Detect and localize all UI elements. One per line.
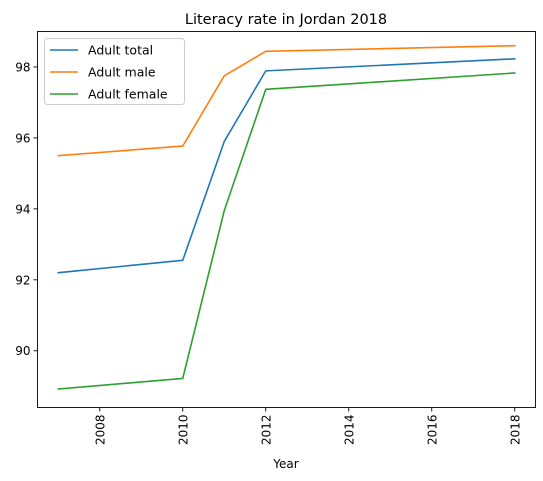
series-line-2 bbox=[57, 72, 516, 390]
x-tick-label: 2008 bbox=[93, 415, 107, 446]
series-line-1 bbox=[57, 44, 516, 157]
y-tick-label: 94 bbox=[15, 202, 30, 216]
series-line-0 bbox=[57, 57, 516, 274]
chart-title: Literacy rate in Jordan 2018 bbox=[185, 12, 387, 28]
legend-frame bbox=[44, 38, 185, 105]
y-axis: 90 92 94 96 98 bbox=[15, 60, 38, 358]
x-tick-label: 2012 bbox=[259, 415, 273, 446]
plot-frame bbox=[37, 31, 536, 408]
series-layer bbox=[57, 44, 516, 390]
y-tick-label: 96 bbox=[15, 131, 30, 145]
x-tick-label: 2018 bbox=[508, 415, 522, 446]
x-axis-label: Year bbox=[272, 457, 298, 471]
legend-label-1: Adult male bbox=[88, 65, 156, 80]
y-tick-label: 90 bbox=[15, 344, 30, 358]
x-tick-label: 2016 bbox=[425, 415, 439, 446]
x-axis: 2008 2010 2012 2014 2016 2018 bbox=[93, 407, 522, 446]
legend: Adult total Adult male Adult female bbox=[44, 38, 185, 105]
y-tick-label: 98 bbox=[15, 60, 30, 74]
legend-label-2: Adult female bbox=[88, 87, 168, 102]
y-tick-label: 92 bbox=[15, 273, 30, 287]
x-tick-label: 2010 bbox=[176, 415, 190, 446]
legend-label-0: Adult total bbox=[88, 43, 153, 58]
x-tick-label: 2014 bbox=[342, 415, 356, 446]
